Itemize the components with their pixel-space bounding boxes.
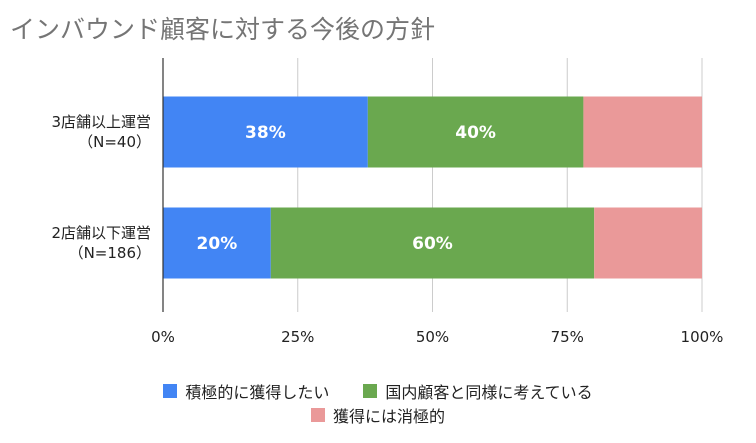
bar-segment bbox=[163, 96, 368, 168]
chart-title: インバウンド顧客に対する今後の方針 bbox=[10, 15, 436, 44]
legend-item-same: 国内顧客と同様に考えている bbox=[363, 379, 593, 403]
legend-row-2: 獲得には消極的 bbox=[0, 403, 756, 427]
legend-label-acquire: 積極的に獲得したい bbox=[185, 383, 330, 402]
bar-segment bbox=[594, 207, 702, 279]
legend-label-same: 国内顧客と同様に考えている bbox=[385, 383, 593, 402]
x-tick-label: 0% bbox=[151, 328, 175, 346]
bar-segment bbox=[367, 96, 584, 168]
legend-label-passive: 獲得には消極的 bbox=[332, 407, 445, 426]
category-label: （N=186） bbox=[69, 244, 151, 262]
category-label: 3店舗以上運営 bbox=[51, 113, 151, 131]
legend-swatch-same bbox=[363, 384, 378, 398]
bar-segment bbox=[583, 96, 702, 168]
bar-segment bbox=[163, 207, 271, 279]
data-label: 38% bbox=[245, 123, 286, 143]
legend-item-passive: 獲得には消極的 bbox=[310, 403, 445, 427]
legend-swatch-acquire bbox=[163, 384, 178, 398]
legend-row-1: 積極的に獲得したい 国内顧客と同様に考えている bbox=[0, 379, 756, 403]
x-tick-label: 25% bbox=[281, 328, 314, 346]
x-tick-label: 50% bbox=[416, 328, 449, 346]
category-label: （N=40） bbox=[78, 133, 151, 151]
legend-swatch-passive bbox=[310, 408, 325, 422]
data-label: 20% bbox=[197, 234, 238, 254]
bar-segment bbox=[270, 207, 595, 279]
data-label: 40% bbox=[455, 123, 496, 143]
legend-item-acquire: 積極的に獲得したい bbox=[163, 379, 329, 403]
x-tick-label: 75% bbox=[551, 328, 584, 346]
category-label: 2店舗以下運営 bbox=[51, 224, 151, 242]
x-tick-label: 100% bbox=[681, 328, 724, 346]
data-label: 60% bbox=[412, 234, 453, 254]
